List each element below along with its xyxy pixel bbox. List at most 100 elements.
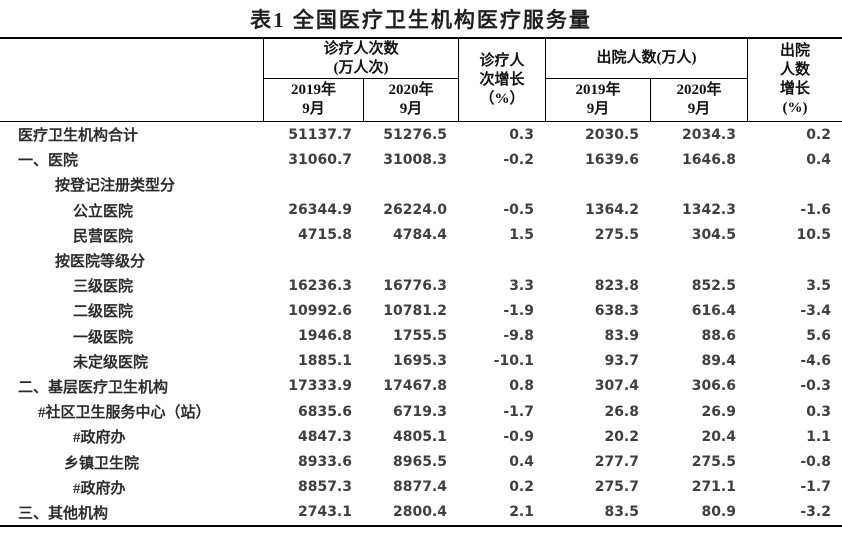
table-row: 按医院等级分	[0, 248, 842, 273]
cell-discharges-2020: 26.9	[701, 403, 736, 420]
cell-discharges-2019: 823.8	[594, 277, 639, 294]
row-label: 二、基层医疗卫生机构	[18, 379, 169, 396]
cell-discharges-2020: 275.5	[691, 454, 736, 471]
cell-visits-2019: 17333.9	[288, 378, 352, 395]
header-discharges-growth: 出院 人数 增长 (%)	[747, 39, 842, 121]
cell-visits-2020: 17467.8	[383, 378, 447, 395]
cell-discharges-2019: 275.5	[594, 227, 639, 244]
cell-discharges-2019: 93.7	[604, 353, 639, 370]
table-row: 一、医院 31060.7 31008.3 -0.2 1639.6 1646.8 0.4	[0, 147, 842, 172]
cell-discharges-2019: 638.3	[594, 302, 639, 319]
cell-visits-2020: 4805.1	[392, 428, 447, 445]
cell-discharges-growth: 10.5	[796, 227, 831, 244]
header-visits-2020-sep: 2020年 9月	[363, 79, 458, 121]
row-label: 按登记注册类型分	[55, 178, 176, 195]
cell-discharges-2019: 20.2	[604, 428, 639, 445]
table-row: 未定级医院 1885.1 1695.3 -10.1 93.7 89.4 -4.6	[0, 349, 842, 374]
table-row: 二级医院 10992.6 10781.2 -1.9 638.3 616.4 -3.4	[0, 298, 842, 323]
cell-discharges-2019: 2030.5	[584, 126, 639, 143]
table-row: #政府办 8857.3 8877.4 0.2 275.7 271.1 -1.7	[0, 475, 842, 500]
header-corner-cell	[0, 39, 263, 121]
row-label: 三、其他机构	[18, 505, 109, 522]
cell-discharges-2019: 307.4	[594, 378, 639, 395]
table-row: 公立医院 26344.9 26224.0 -0.5 1364.2 1342.3 -1.6	[0, 198, 842, 223]
cell-discharges-2020: 1342.3	[681, 202, 736, 219]
row-label: 医疗卫生机构合计	[18, 128, 139, 145]
cell-visits-2020: 10781.2	[383, 302, 447, 319]
row-label: #政府办	[73, 480, 126, 497]
cell-visits-2019: 4847.3	[297, 428, 352, 445]
cell-visits-2020: 4784.4	[392, 227, 447, 244]
cell-visits-growth: 0.8	[509, 378, 534, 395]
cell-visits-2020: 8965.5	[392, 454, 447, 471]
cell-discharges-growth: 5.6	[806, 328, 831, 345]
cell-discharges-growth: -0.3	[800, 378, 831, 395]
cell-discharges-growth: -3.2	[800, 504, 831, 521]
page-title: 表1 全国医疗卫生机构医疗服务量	[250, 7, 592, 32]
row-label: 未定级医院	[73, 354, 149, 371]
cell-visits-2020: 1755.5	[392, 328, 447, 345]
cell-visits-growth: -1.9	[503, 302, 534, 319]
cell-discharges-2020: 80.9	[701, 504, 736, 521]
cell-visits-2019: 51137.7	[288, 126, 352, 143]
cell-visits-growth: -10.1	[493, 353, 534, 370]
row-label: #政府办	[73, 430, 126, 447]
header-discharges-2020-sep: 2020年 9月	[650, 79, 747, 121]
cell-discharges-growth: 0.3	[806, 403, 831, 420]
cell-discharges-2019: 275.7	[594, 479, 639, 496]
cell-visits-2019: 31060.7	[288, 151, 352, 168]
table-row: 一级医院 1946.8 1755.5 -9.8 83.9 88.6 5.6	[0, 324, 842, 349]
table-row: 三、其他机构 2743.1 2800.4 2.1 83.5 80.9 -3.2	[0, 500, 842, 525]
cell-discharges-2020: 89.4	[701, 353, 736, 370]
cell-visits-2019: 2743.1	[297, 504, 352, 521]
cell-discharges-2020: 1646.8	[681, 151, 736, 168]
cell-visits-2020: 26224.0	[383, 202, 447, 219]
cell-visits-2019: 10992.6	[288, 302, 352, 319]
cell-visits-2019: 8933.6	[297, 454, 352, 471]
cell-discharges-growth: -4.6	[800, 353, 831, 370]
cell-visits-2020: 2800.4	[392, 504, 447, 521]
cell-visits-2019: 1946.8	[297, 328, 352, 345]
table-header: 诊疗人次数 (万人次) 诊疗人 次增长 （%） 出院人数(万人) 出院 人数 增…	[0, 39, 842, 122]
cell-visits-2019: 8857.3	[297, 479, 352, 496]
row-label: 民营医院	[73, 228, 134, 245]
cell-discharges-2020: 616.4	[691, 302, 736, 319]
title-bar: 表1 全国医疗卫生机构医疗服务量	[0, 0, 842, 37]
cell-visits-2020: 16776.3	[383, 277, 447, 294]
cell-discharges-growth: 3.5	[806, 277, 831, 294]
table-row: 民营医院 4715.8 4784.4 1.5 275.5 304.5 10.5	[0, 223, 842, 248]
cell-visits-2020: 6719.3	[392, 403, 447, 420]
cell-discharges-2019: 277.7	[594, 454, 639, 471]
cell-discharges-2019: 83.5	[604, 504, 639, 521]
cell-discharges-growth: -1.6	[800, 202, 831, 219]
cell-discharges-2019: 83.9	[604, 328, 639, 345]
cell-visits-growth: 2.1	[509, 504, 534, 521]
cell-visits-growth: 0.4	[509, 454, 534, 471]
cell-discharges-2020: 88.6	[701, 328, 736, 345]
row-label: 按医院等级分	[55, 254, 146, 271]
cell-visits-2020: 31008.3	[383, 151, 447, 168]
medical-service-table: 诊疗人次数 (万人次) 诊疗人 次增长 （%） 出院人数(万人) 出院 人数 增…	[0, 37, 842, 527]
row-label: 一级医院	[73, 329, 134, 346]
header-discharges-2019-sep: 2019年 9月	[545, 79, 650, 121]
header-visits-2019-sep: 2019年 9月	[263, 79, 363, 121]
cell-visits-2019: 1885.1	[297, 353, 352, 370]
cell-discharges-2020: 852.5	[691, 277, 736, 294]
row-label: 公立医院	[73, 203, 134, 220]
cell-visits-growth: -0.9	[503, 428, 534, 445]
cell-visits-2020: 8877.4	[392, 479, 447, 496]
cell-discharges-growth: 0.2	[806, 126, 831, 143]
cell-visits-growth: -9.8	[503, 328, 534, 345]
table-row: 三级医院 16236.3 16776.3 3.3 823.8 852.5 3.5	[0, 273, 842, 298]
cell-discharges-2019: 26.8	[604, 403, 639, 420]
cell-visits-2020: 51276.5	[383, 126, 447, 143]
table-row: 医疗卫生机构合计 51137.7 51276.5 0.3 2030.5 2034.3 0.2	[0, 122, 842, 147]
cell-discharges-growth: -1.7	[800, 479, 831, 496]
cell-discharges-2020: 271.1	[691, 479, 736, 496]
row-label: #社区卫生服务中心（站）	[38, 405, 211, 422]
cell-discharges-2020: 2034.3	[681, 126, 736, 143]
header-visits-growth: 诊疗人 次增长 （%）	[458, 39, 545, 121]
table-row: #政府办 4847.3 4805.1 -0.9 20.2 20.4 1.1	[0, 424, 842, 449]
cell-visits-growth: 0.3	[509, 126, 534, 143]
